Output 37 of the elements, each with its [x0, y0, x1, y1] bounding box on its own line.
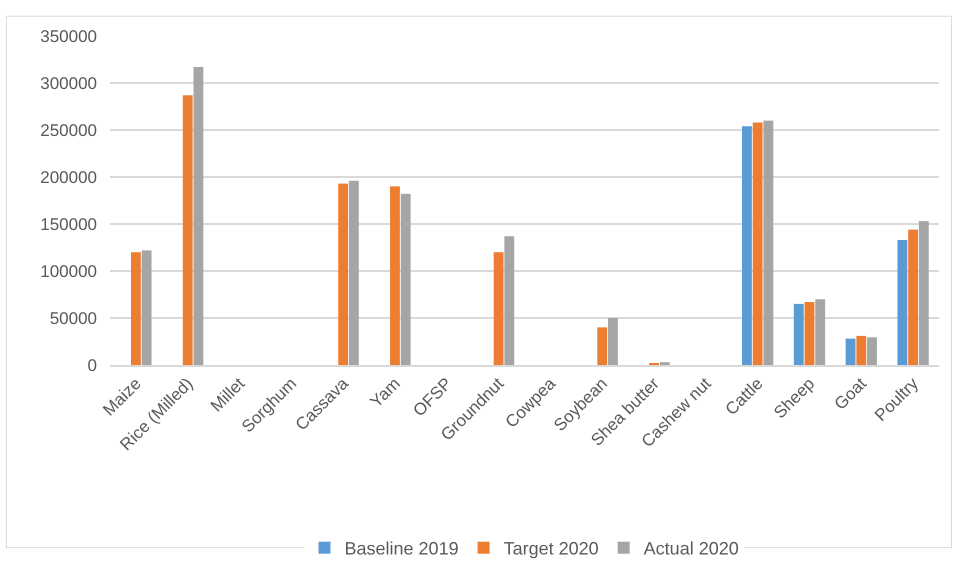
legend-label: Target 2020: [504, 538, 599, 559]
y-tick-label: 150000: [40, 214, 97, 234]
bar: [815, 299, 826, 365]
y-tick-label: 350000: [40, 26, 97, 46]
y-tick-label: 100000: [40, 262, 97, 281]
x-tick-label: Yam: [366, 374, 404, 412]
bar: [846, 338, 856, 365]
bar: [130, 252, 141, 365]
y-tick-label: 200000: [40, 168, 97, 187]
bar: [918, 221, 929, 365]
bar: [856, 336, 866, 365]
y-tick-label: 50000: [50, 308, 97, 328]
bar: [494, 252, 504, 365]
bar: [504, 236, 514, 365]
y-tick-label: 0: [88, 356, 97, 375]
bar: [194, 67, 204, 365]
legend-label: Baseline 2019: [344, 538, 459, 559]
bar: [390, 186, 400, 365]
y-tick-label: 300000: [40, 74, 97, 93]
bar: [897, 240, 908, 365]
bar: [400, 194, 411, 365]
bar: [763, 120, 774, 365]
bar: [660, 362, 670, 365]
bar: [742, 126, 752, 365]
bar: [867, 337, 877, 365]
bar: [794, 304, 804, 365]
bar: [597, 327, 608, 365]
bar: [142, 250, 152, 365]
bar: [348, 180, 359, 365]
bar: [752, 122, 763, 365]
bar: [182, 95, 193, 365]
bar: [908, 230, 918, 365]
bar: [338, 184, 348, 365]
bar: [804, 302, 814, 365]
legend-label: Actual 2020: [644, 538, 739, 559]
bar: [608, 318, 618, 365]
y-tick-label: 250000: [40, 120, 97, 140]
